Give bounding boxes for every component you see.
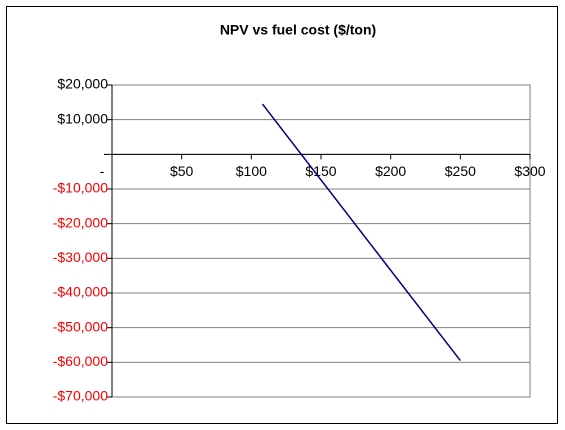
- y-tick-label: $20,000: [57, 76, 108, 92]
- chart-title: NPV vs fuel cost ($/ton): [220, 22, 376, 38]
- y-tick-label: -$60,000: [53, 353, 108, 369]
- y-tick-label: -$30,000: [53, 249, 108, 265]
- x-tick-label: $200: [375, 163, 406, 179]
- y-tick-label: -$50,000: [53, 318, 108, 334]
- x-tick-label: $150: [305, 163, 336, 179]
- y-tick-label: -$20,000: [53, 214, 108, 230]
- plot-area: [111, 84, 531, 398]
- x-tick-label: $50: [170, 163, 194, 179]
- x-tick-label: -: [100, 163, 105, 179]
- y-tick-label: -$40,000: [53, 284, 108, 300]
- x-tick-label: $300: [514, 163, 545, 179]
- data-line: [261, 103, 461, 362]
- x-tick-label: $100: [236, 163, 267, 179]
- y-tick-label: -: [103, 145, 108, 161]
- y-tick-label: -$10,000: [53, 180, 108, 196]
- y-tick-label: $10,000: [57, 110, 108, 126]
- x-tick-label: $250: [445, 163, 476, 179]
- y-tick-label: -$70,000: [53, 388, 108, 404]
